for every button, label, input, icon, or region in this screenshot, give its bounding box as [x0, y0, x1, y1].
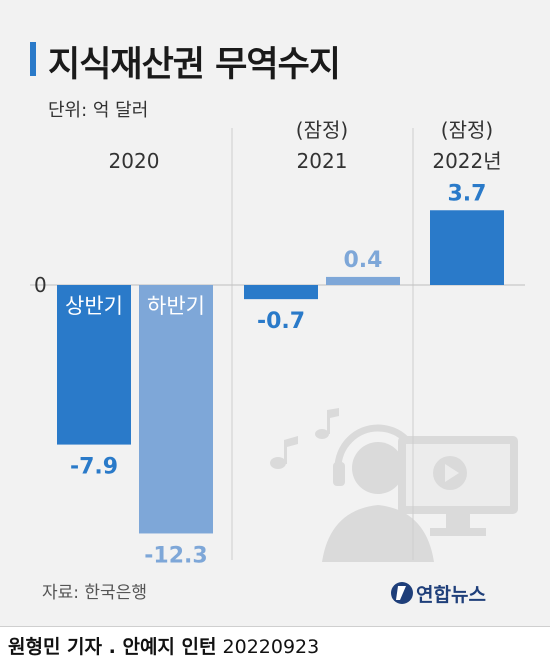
bar: [139, 285, 213, 534]
bar: [244, 285, 318, 300]
title-accent-bar: [30, 42, 36, 76]
bar-chart: 0 2020 -7.9 상반기 -12.3 하반기 (잠정) 2021 -0.7 0.4 (잠정) 2…: [30, 118, 525, 568]
music-note-icon: [284, 436, 298, 447]
unit-label: 단위: 억 달러: [48, 100, 149, 121]
music-note-icon: [327, 408, 339, 418]
bar: [326, 276, 400, 285]
decoration-icons: [270, 408, 518, 562]
year-label: 2022년: [432, 149, 501, 173]
half-label: 상반기: [65, 294, 123, 318]
music-note-icon: [270, 457, 286, 469]
value-label: -7.9: [70, 455, 118, 480]
video-monitor-icon: [445, 464, 459, 482]
year-note-label: (잠정): [296, 118, 348, 142]
video-monitor-icon: [430, 528, 486, 536]
chart-labels: 0 2020 -7.9 상반기 -12.3 하반기 (잠정) 2021 -0.7 0.4 (잠정) 2…: [34, 118, 502, 568]
value-label: -12.3: [144, 543, 207, 568]
yonhap-logo: 연합뉴스: [390, 578, 520, 608]
value-label: -0.7: [257, 309, 305, 334]
video-monitor-icon: [446, 514, 470, 530]
year-note-label: (잠정): [441, 118, 493, 142]
value-label: 3.7: [448, 181, 487, 206]
music-note-icon: [327, 410, 330, 434]
bar: [57, 285, 131, 445]
music-note-icon: [284, 440, 287, 464]
half-label: 하반기: [147, 294, 205, 318]
chart-title: 지식재산권 무역수지: [48, 45, 341, 85]
headset-user-icon: [352, 442, 404, 494]
byline-author: 원형민 기자 . 안예지 인턴: [8, 636, 217, 658]
music-note-icon: [315, 429, 329, 439]
year-label: 2021: [297, 149, 348, 173]
chart-bars: [57, 210, 504, 534]
yonhap-logo-icon: [391, 582, 413, 604]
byline: 원형민 기자 . 안예지 인턴 20220923: [8, 632, 319, 659]
value-label: 0.4: [344, 248, 383, 273]
year-label: 2020: [109, 149, 160, 173]
byline-date: 20220923: [222, 636, 320, 658]
chart-card: 지식재산권 무역수지 단위: 억 달러 0 2020 -7.9 상반기 -12.3 하반기…: [0, 0, 550, 627]
bar: [430, 210, 504, 285]
source-label: 자료: 한국은행: [42, 583, 147, 603]
headset-user-icon: [333, 462, 345, 486]
headset-user-icon: [322, 505, 434, 562]
zero-label: 0: [34, 273, 47, 297]
